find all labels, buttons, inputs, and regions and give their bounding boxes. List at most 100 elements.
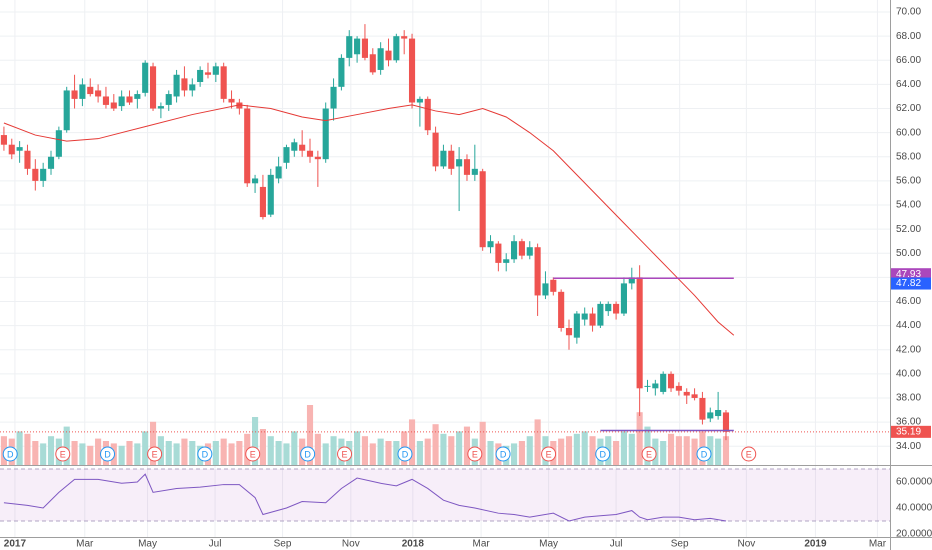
event-marker [55,446,71,462]
event-marker [2,446,18,462]
x-tick-label: Jul [610,539,623,550]
volume-bar [181,438,188,465]
candle-body [189,84,196,91]
volume-bar [613,441,620,465]
candle-body [149,66,157,109]
candle-body [252,178,259,184]
event-marker [641,446,657,462]
price-tag [891,268,931,281]
event-label: E [60,449,66,459]
rsi-tick-label: 40.0000 [896,503,932,514]
volume-bar [40,443,47,465]
y-tick-label: 38.00 [896,393,921,404]
volume-bar [628,433,635,465]
candle-body [503,259,510,263]
candle-body [47,156,55,169]
candle-body [448,150,455,169]
candle-body [652,383,659,389]
x-tick-label: Mar [869,539,887,550]
volume-bar [173,443,180,465]
volume-bar [267,436,274,465]
candle-body [259,186,266,218]
volume-bar [16,431,23,465]
event-marker [147,446,163,462]
candle-body [495,243,502,263]
candle-body [110,102,117,109]
x-tick-label: Sep [274,539,292,550]
candle-body [40,168,47,181]
candle-body [173,74,180,97]
candle-body [408,38,416,103]
volume-bar [660,441,667,465]
volume-bar [212,441,219,465]
candle-body [518,241,525,256]
y-tick-label: 58.00 [896,151,921,162]
candle-body [385,50,392,61]
candle-body [707,412,714,419]
candle-body [691,394,698,398]
candle-body [393,36,400,61]
candle-body [550,279,557,292]
volume-bar [291,431,298,465]
volume-bar [283,443,290,465]
price-tag-label: 47.93 [896,269,921,280]
volume-bar [220,438,227,465]
volume-bar [667,433,675,465]
candle-body [244,108,251,184]
volume-bar [189,441,196,465]
volume-bar [275,441,282,465]
event-label: E [646,449,652,459]
x-tick-label: 2017 [4,539,27,550]
x-tick-label: May [138,539,157,550]
volume-bar [393,441,400,465]
volume-bar [118,445,125,465]
candle-body [369,54,376,73]
volume-bar [95,438,102,465]
volume-bar [573,433,580,465]
candle-body [16,147,23,151]
candle-body [511,241,518,260]
candle-body [330,86,337,109]
candle-body [126,96,133,103]
volume-bar [134,443,141,465]
candle-body [613,303,620,314]
volume-bar [463,426,471,465]
price-tag [891,277,931,290]
y-tick-label: 70.00 [896,7,921,18]
volume-bar [79,443,86,465]
candle-body [605,303,612,312]
candle-body [463,159,471,175]
event-marker [541,446,557,462]
volume-bar [259,429,266,465]
y-tick-label: 44.00 [896,320,921,331]
candle-body [118,96,125,107]
volume-bar [47,436,55,465]
volume-bar [126,441,133,465]
candle-body [628,277,635,284]
volume-bar [487,441,494,465]
event-marker [300,446,316,462]
event-marker [741,446,757,462]
volume-bar [518,441,525,465]
volume-bar [526,436,533,465]
volume-bar [432,424,439,465]
volume-bar [306,405,314,465]
event-marker [595,446,611,462]
event-label: E [152,449,158,459]
volume-bar [644,426,651,465]
candle-body [79,84,86,99]
event-label: D [701,449,708,459]
volume-bar [620,431,628,465]
candle-body [165,94,172,105]
candle-body [314,156,321,160]
volume-bar [361,436,369,465]
candle-body [699,397,706,420]
y-tick-label: 34.00 [896,441,921,452]
event-label: D [104,449,111,459]
volume-bar [456,431,463,465]
event-label: D [202,449,209,459]
candle-body [267,174,274,215]
candle-body [283,147,290,163]
volume-bar [322,443,329,465]
